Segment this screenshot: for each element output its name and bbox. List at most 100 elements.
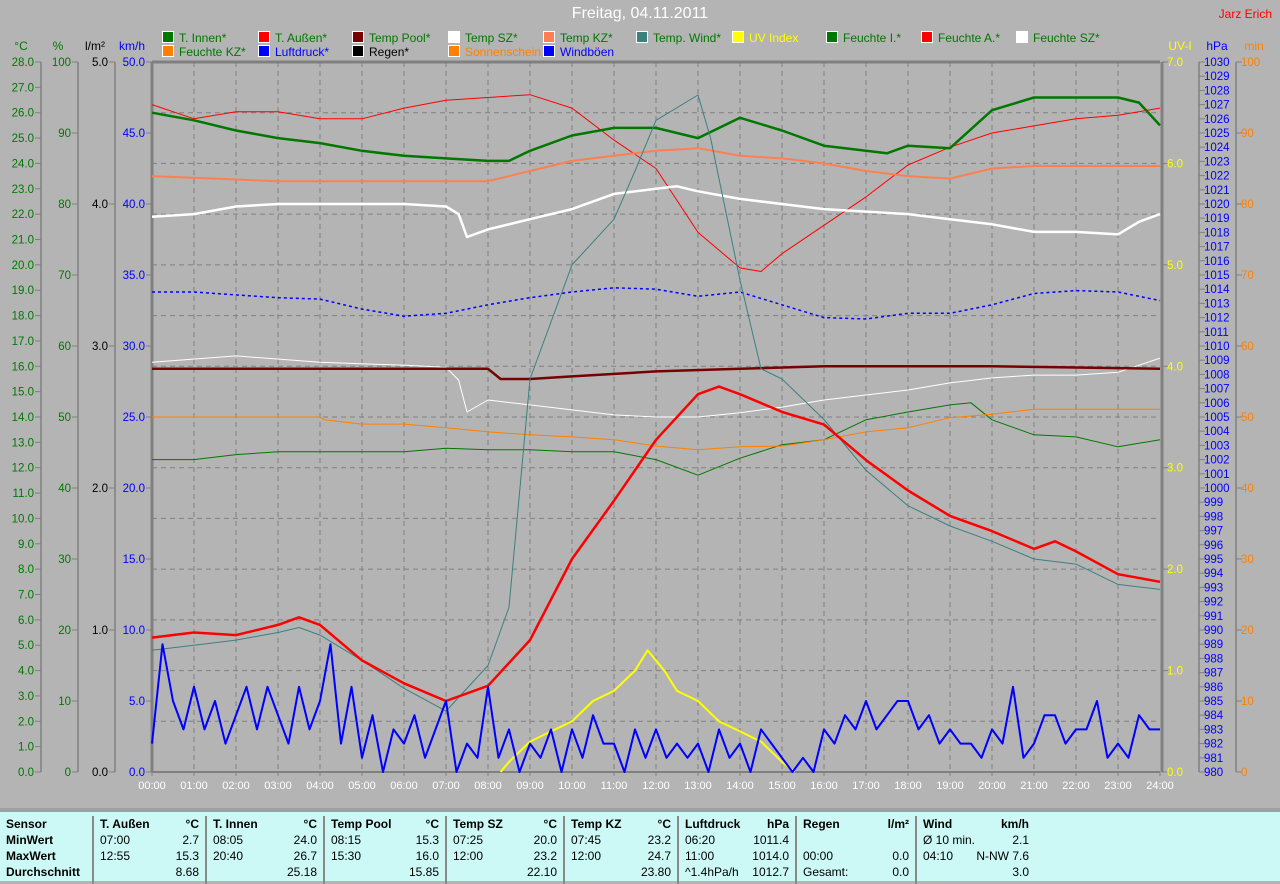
series-line-feuchte-a [151, 94, 1161, 272]
axis-tick-label-uv: 1.0 [1167, 666, 1183, 678]
legend-item: Temp SZ* [448, 31, 518, 45]
cell-right: °C [543, 817, 557, 831]
legend-item: Luftdruck* [258, 45, 329, 59]
legend-swatch [162, 45, 174, 57]
stats-row: 8.68 [94, 864, 205, 880]
axis-tick-label-sun: 100 [1241, 57, 1260, 69]
cell-right: 0.0 [892, 849, 909, 863]
axis-tick-label-temp: 12.0 [12, 463, 34, 475]
legend-label: Temp KZ* [560, 31, 613, 45]
cell-right: °C [657, 817, 671, 831]
axis-tick-label-press: 1022 [1204, 171, 1230, 183]
column-header: Luftdruck hPa [679, 816, 795, 832]
cell-left: Regen [803, 817, 840, 831]
author-name: Jarz Erich [1218, 7, 1272, 21]
axis-tick-label-press: 985 [1204, 696, 1223, 708]
cell-right: 1011.4 [753, 833, 789, 847]
stats-row: Gesamt: 0.0 [797, 864, 915, 880]
axis-tick-label-temp: 7.0 [18, 590, 34, 602]
legend-swatch [162, 31, 174, 43]
axis-tick-label-press: 1011 [1204, 327, 1229, 339]
axis-tick-label-sun: 90 [1241, 128, 1254, 140]
stats-row: 12:00 24.7 [565, 848, 677, 864]
stats-column: Regen l/m² 00:00 0.0 Gesamt: 0.0 [795, 816, 915, 884]
axis-tick-label-press: 984 [1204, 710, 1224, 722]
axis-tick-label-uv: 4.0 [1167, 361, 1183, 373]
axis-tick-label-temp: 18.0 [12, 311, 34, 323]
cell-right: 8.68 [175, 865, 199, 879]
x-tick-label: 19:00 [936, 780, 964, 792]
x-tick-label: 08:00 [474, 780, 502, 792]
legend-label: Temp SZ* [465, 31, 518, 45]
legend-swatch [448, 45, 460, 57]
legend-swatch [448, 31, 460, 43]
stats-row: Ø 10 min. 2.1 [917, 832, 1035, 848]
axis-tick-label-hum: 50 [58, 412, 71, 424]
axis-tick-label-hum: 10 [58, 696, 71, 708]
cell-left: 11:00 [685, 849, 715, 863]
axis-tick-label-wind: 5.0 [129, 696, 145, 708]
cell-right: °C [185, 817, 199, 831]
legend-item: Temp Pool* [352, 31, 430, 45]
axis-tick-label-press: 980 [1204, 767, 1223, 779]
axis-tick-label-sun: 40 [1241, 483, 1254, 495]
legend-swatch [352, 45, 364, 57]
axis-tick-label-press: 1013 [1204, 298, 1230, 310]
x-tick-label: 09:00 [516, 780, 544, 792]
legend-label: Temp. Wind* [653, 31, 722, 45]
axis-tick-label-rain: 5.0 [92, 57, 108, 69]
axis-tick-label-press: 1000 [1204, 483, 1230, 495]
stats-row: 15.85 [325, 864, 445, 880]
x-tick-label: 11:00 [601, 780, 628, 792]
x-tick-label: 00:00 [138, 780, 166, 792]
cell-right: 1012.7 [752, 865, 789, 879]
axis-tick-label-press: 1005 [1204, 412, 1230, 424]
legend-item: Regen* [352, 45, 409, 59]
axis-title-press: hPa [1206, 39, 1228, 53]
axis-tick-label-temp: 22.0 [12, 209, 34, 221]
axis-tick-label-press: 1004 [1204, 426, 1230, 438]
x-tick-label: 06:00 [390, 780, 418, 792]
axis-tick-label-temp: 24.0 [12, 158, 34, 170]
axis-tick-label-rain: 0.0 [92, 767, 108, 779]
x-tick-label: 03:00 [264, 780, 292, 792]
legend-item: Feuchte I.* [826, 31, 901, 45]
stats-row: 23.80 [565, 864, 677, 880]
stats-column: Luftdruck hPa 06:20 1011.4 11:00 1014.0 ^1.4hP… [677, 816, 795, 884]
axis-tick-label-press: 1009 [1204, 355, 1230, 367]
axis-tick-label-temp: 23.0 [12, 184, 34, 196]
stats-row: 07:00 2.7 [94, 832, 205, 848]
series-line-luftdruck [152, 287, 1161, 320]
axis-tick-label-sun: 70 [1241, 270, 1254, 282]
axis-tick-label-temp: 2.0 [18, 716, 34, 728]
legend-swatch [826, 31, 838, 43]
axis-tick-label-press: 990 [1204, 625, 1223, 637]
axis-tick-label-temp: 8.0 [18, 564, 34, 576]
cell-right: N-NW 7.6 [976, 849, 1029, 863]
series-line-temp-sz [151, 185, 1161, 239]
axis-tick-label-press: 998 [1204, 511, 1223, 523]
column-header: T. Außen °C [94, 816, 205, 832]
stats-row: 07:45 23.2 [565, 832, 677, 848]
axis-tick-label-wind: 15.0 [123, 554, 145, 566]
cell-left: 00:00 [803, 849, 834, 863]
cell-right: 20.0 [533, 833, 557, 847]
axis-tick-label-temp: 19.0 [12, 285, 34, 297]
axis-tick-label-hum: 30 [58, 554, 71, 566]
axis-tick-label-press: 1010 [1204, 341, 1230, 353]
axis-tick-label-rain: 4.0 [92, 199, 108, 211]
stats-row: 11:00 1014.0 [679, 848, 795, 864]
stats-column: Temp SZ °C 07:25 20.0 12:00 23.2 22.10 [445, 816, 563, 884]
cell-right: 0.0 [892, 865, 909, 879]
axis-title-rain: l/m² [85, 39, 105, 53]
axis-tick-label-uv: 5.0 [1167, 260, 1183, 272]
axis-tick-label-uv: 0.0 [1167, 767, 1183, 779]
x-tick-label: 21:00 [1020, 780, 1048, 792]
axis-tick-label-press: 987 [1204, 668, 1223, 680]
cell-left: 07:45 [571, 833, 602, 847]
cell-left: 07:00 [100, 833, 131, 847]
axis-tick-label-press: 1028 [1204, 85, 1230, 97]
axis-tick-label-press: 986 [1204, 682, 1223, 694]
x-tick-label: 16:00 [810, 780, 838, 792]
axis-tick-label-press: 997 [1204, 526, 1223, 538]
